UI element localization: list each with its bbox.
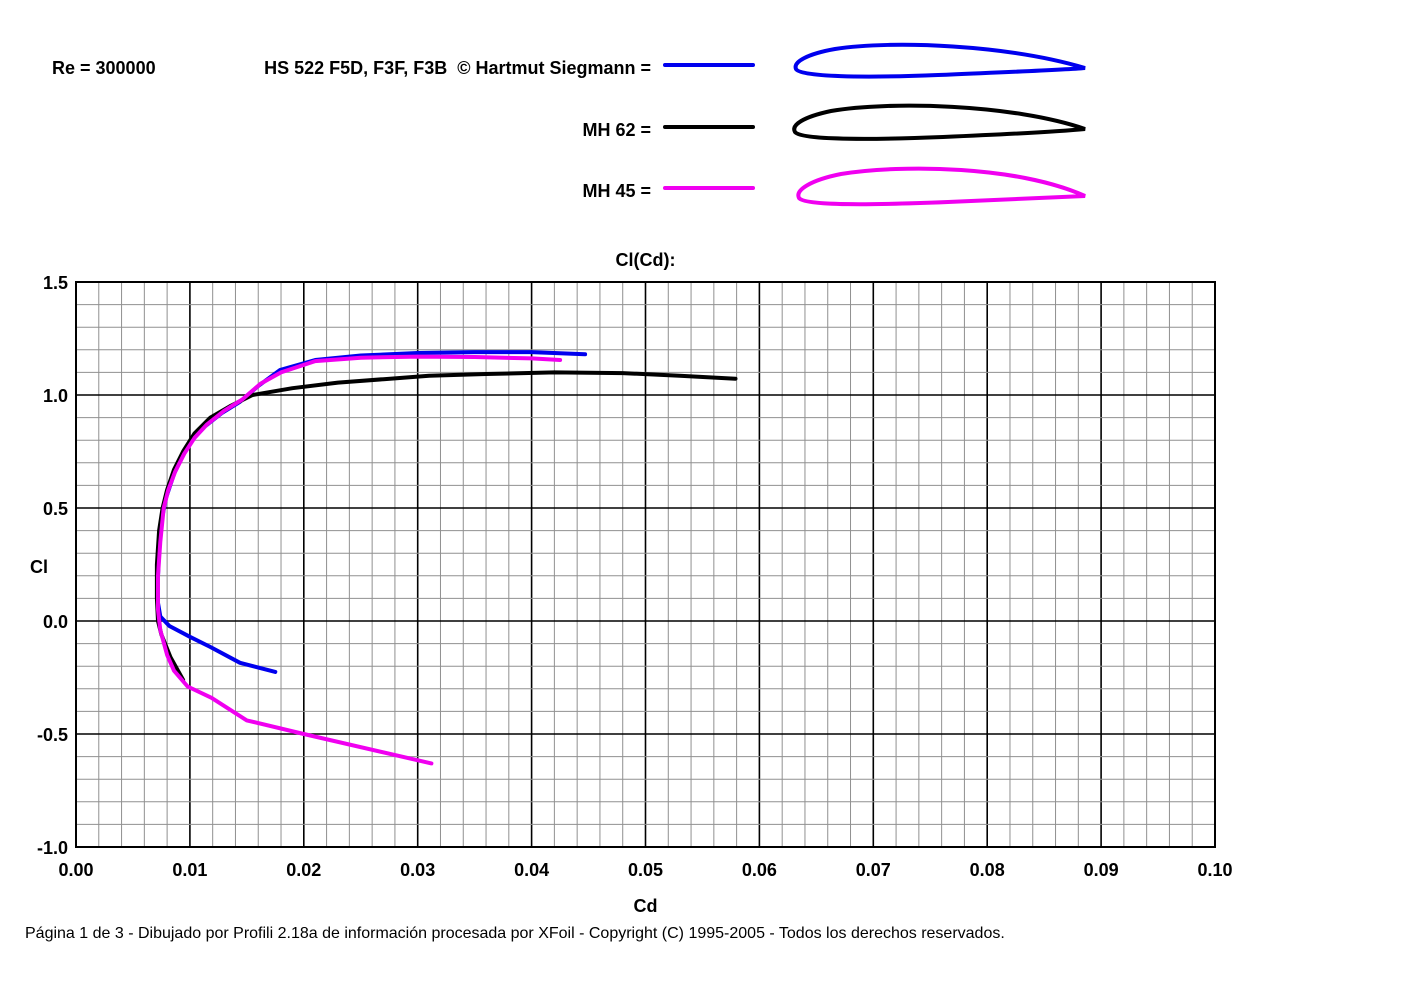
x-tick-label: 0.10: [1197, 860, 1232, 880]
x-tick-label: 0.06: [742, 860, 777, 880]
curve-mh45: [156, 354, 563, 766]
legend-line-mh62: [663, 125, 755, 129]
x-tick-label: 0.02: [286, 860, 321, 880]
curve-hs522: [156, 350, 588, 674]
x-tick-label: 0.01: [172, 860, 207, 880]
x-axis-label: Cd: [633, 896, 658, 916]
legend-label-mh45: MH 45 =: [582, 181, 651, 201]
y-tick-label: 0.0: [43, 612, 68, 632]
y-tick-label: 1.0: [43, 386, 68, 406]
airfoil-profile-mh45-icon: [796, 166, 1086, 207]
x-tick-label: 0.05: [628, 860, 663, 880]
y-axis-label: Cl: [30, 557, 48, 577]
x-tick-label: 0.08: [970, 860, 1005, 880]
legend-line-mh45: [663, 186, 755, 190]
legend-label-hs522: HS 522 F5D, F3F, F3B © Hartmut Siegmann …: [264, 58, 651, 78]
legend-line-hs522: [663, 63, 755, 67]
y-tick-label: 1.5: [43, 273, 68, 293]
curve-mh62: [154, 370, 738, 682]
x-tick-label: 0.03: [400, 860, 435, 880]
airfoil-outline-mh45: [796, 166, 1086, 207]
y-tick-label: -1.0: [37, 838, 68, 858]
airfoil-profile-hs522-icon: [793, 42, 1086, 79]
airfoil-outline-hs522: [793, 42, 1086, 79]
chart-title: Cl(Cd):: [615, 250, 676, 270]
footer-note: Página 1 de 3 - Dibujado por Profili 2.1…: [25, 925, 1005, 942]
airfoil-outline-mh62: [792, 103, 1086, 141]
y-tick-label: 0.5: [43, 499, 68, 519]
y-tick-label: -0.5: [37, 725, 68, 745]
x-tick-label: 0.07: [856, 860, 891, 880]
plot-border: [75, 281, 1216, 848]
airfoil-profile-mh62-icon: [792, 103, 1086, 141]
reynolds-label: Re = 300000: [52, 58, 156, 78]
legend-label-mh62: MH 62 =: [582, 120, 651, 140]
x-tick-label: 0.09: [1084, 860, 1119, 880]
x-tick-label: 0.00: [58, 860, 93, 880]
x-tick-label: 0.04: [514, 860, 549, 880]
